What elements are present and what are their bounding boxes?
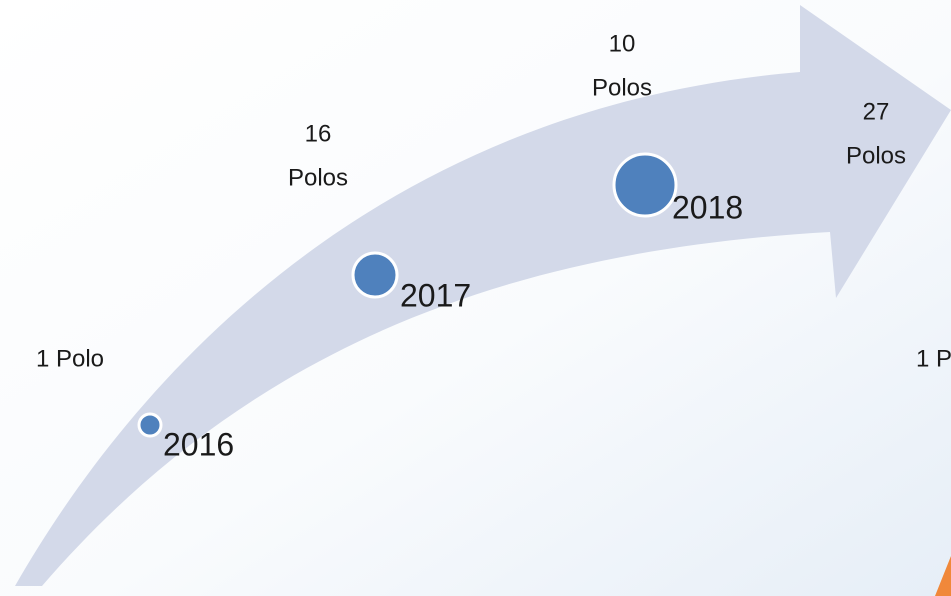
milestone-year: 2018	[672, 189, 743, 225]
milestone-dot	[612, 152, 678, 218]
milestone-dot	[351, 251, 399, 299]
milestone-label: Polos	[592, 74, 652, 101]
milestone-label: 1 Polo	[36, 345, 104, 372]
milestone-label: 27	[863, 98, 890, 125]
milestone-label: 1 Polo	[916, 345, 951, 372]
milestone-label: Polos	[288, 164, 348, 191]
corner-accent	[935, 556, 951, 596]
milestone-year: 2016	[163, 426, 234, 462]
milestone-label: 16	[305, 120, 332, 147]
milestone-label: 10	[609, 30, 636, 57]
timeline-arrow	[15, 5, 951, 586]
milestone-year: 2017	[400, 277, 471, 313]
milestone-label: Polos	[846, 142, 906, 169]
milestone-dot	[137, 412, 163, 438]
